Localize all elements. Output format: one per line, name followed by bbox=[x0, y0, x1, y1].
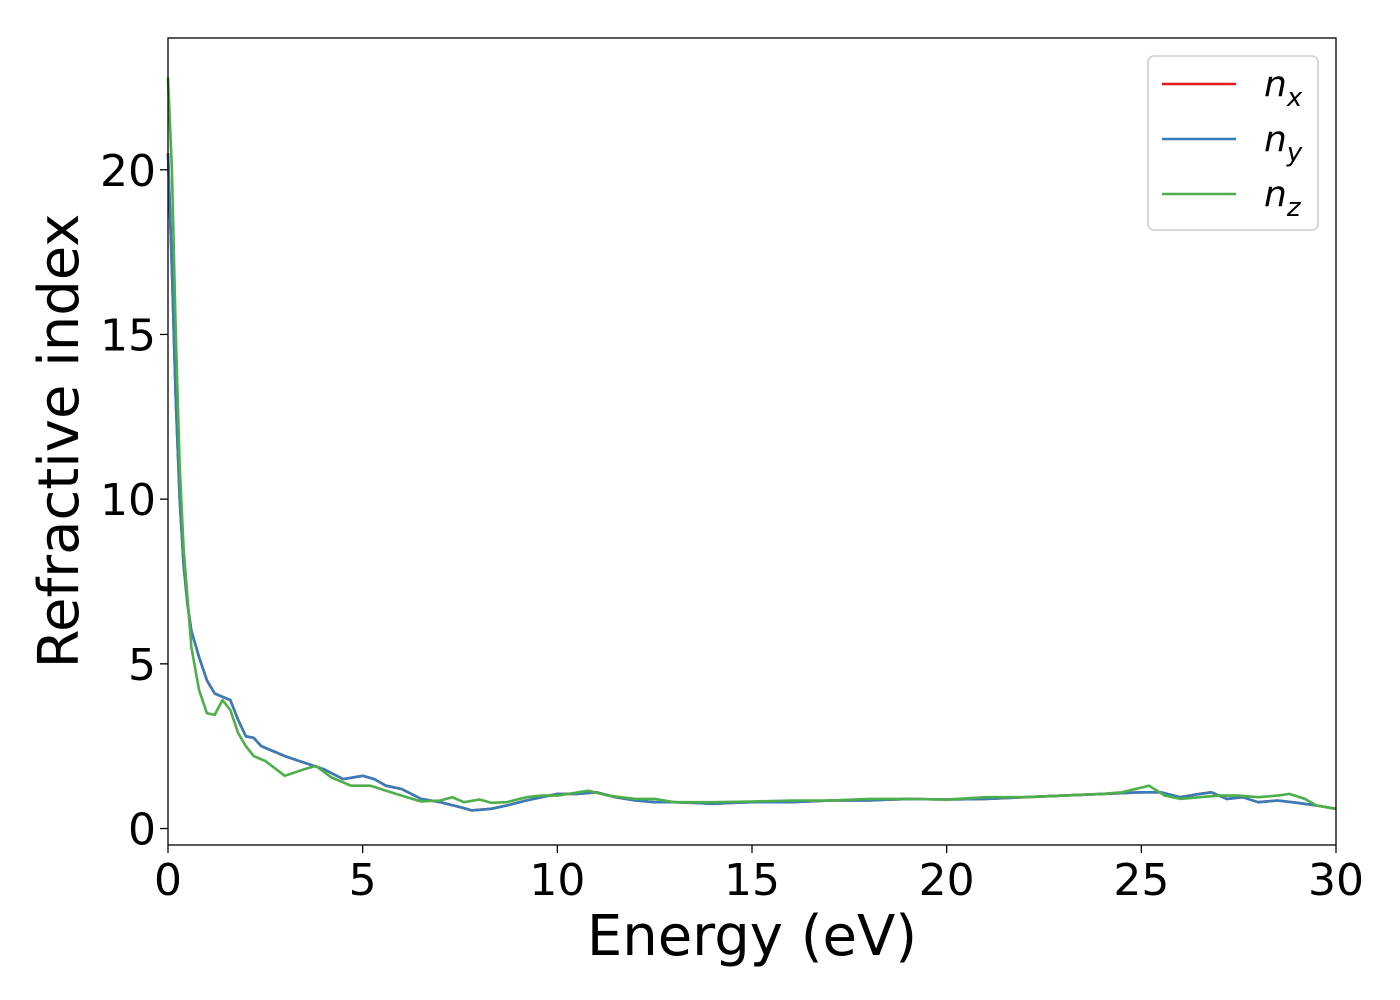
legend-label-subscript: x bbox=[1286, 83, 1303, 113]
series-line-n-y bbox=[166, 153, 1337, 812]
x-tick-label: 25 bbox=[1113, 855, 1169, 906]
x-axis: 0 5 10 15 20 25 30 bbox=[154, 845, 1364, 906]
x-tick-label: 10 bbox=[529, 855, 585, 906]
x-tick-label: 0 bbox=[154, 855, 182, 906]
legend-frame bbox=[1147, 55, 1319, 231]
y-tick-label: 15 bbox=[100, 310, 156, 361]
legend-label-n-x: nx bbox=[1264, 64, 1303, 113]
x-tick-label: 5 bbox=[349, 855, 377, 906]
series-layer bbox=[166, 77, 1337, 812]
plot-background bbox=[168, 38, 1336, 845]
legend-label-subscript: z bbox=[1286, 193, 1302, 223]
x-tick-label: 15 bbox=[724, 855, 780, 906]
x-tick-label: 20 bbox=[919, 855, 975, 906]
y-tick-label: 5 bbox=[128, 640, 156, 691]
y-tick-label: 0 bbox=[128, 805, 156, 856]
y-axis: 0 5 10 15 20 bbox=[100, 146, 168, 856]
legend-label-base: n bbox=[1264, 174, 1287, 215]
legend-label-n-z: nz bbox=[1264, 174, 1302, 223]
y-tick-label: 20 bbox=[100, 146, 156, 197]
legend-label-n-y: ny bbox=[1264, 119, 1303, 168]
legend-label-base: n bbox=[1264, 119, 1287, 160]
x-tick-label: 30 bbox=[1308, 855, 1364, 906]
series-line-n-z bbox=[166, 77, 1337, 811]
x-axis-label: Energy (eV) bbox=[587, 904, 917, 969]
legend-label-subscript: y bbox=[1286, 138, 1303, 168]
legend-label-base: n bbox=[1264, 64, 1287, 105]
y-axis-label: Refractive index bbox=[27, 214, 92, 669]
y-tick-label: 10 bbox=[100, 475, 156, 526]
